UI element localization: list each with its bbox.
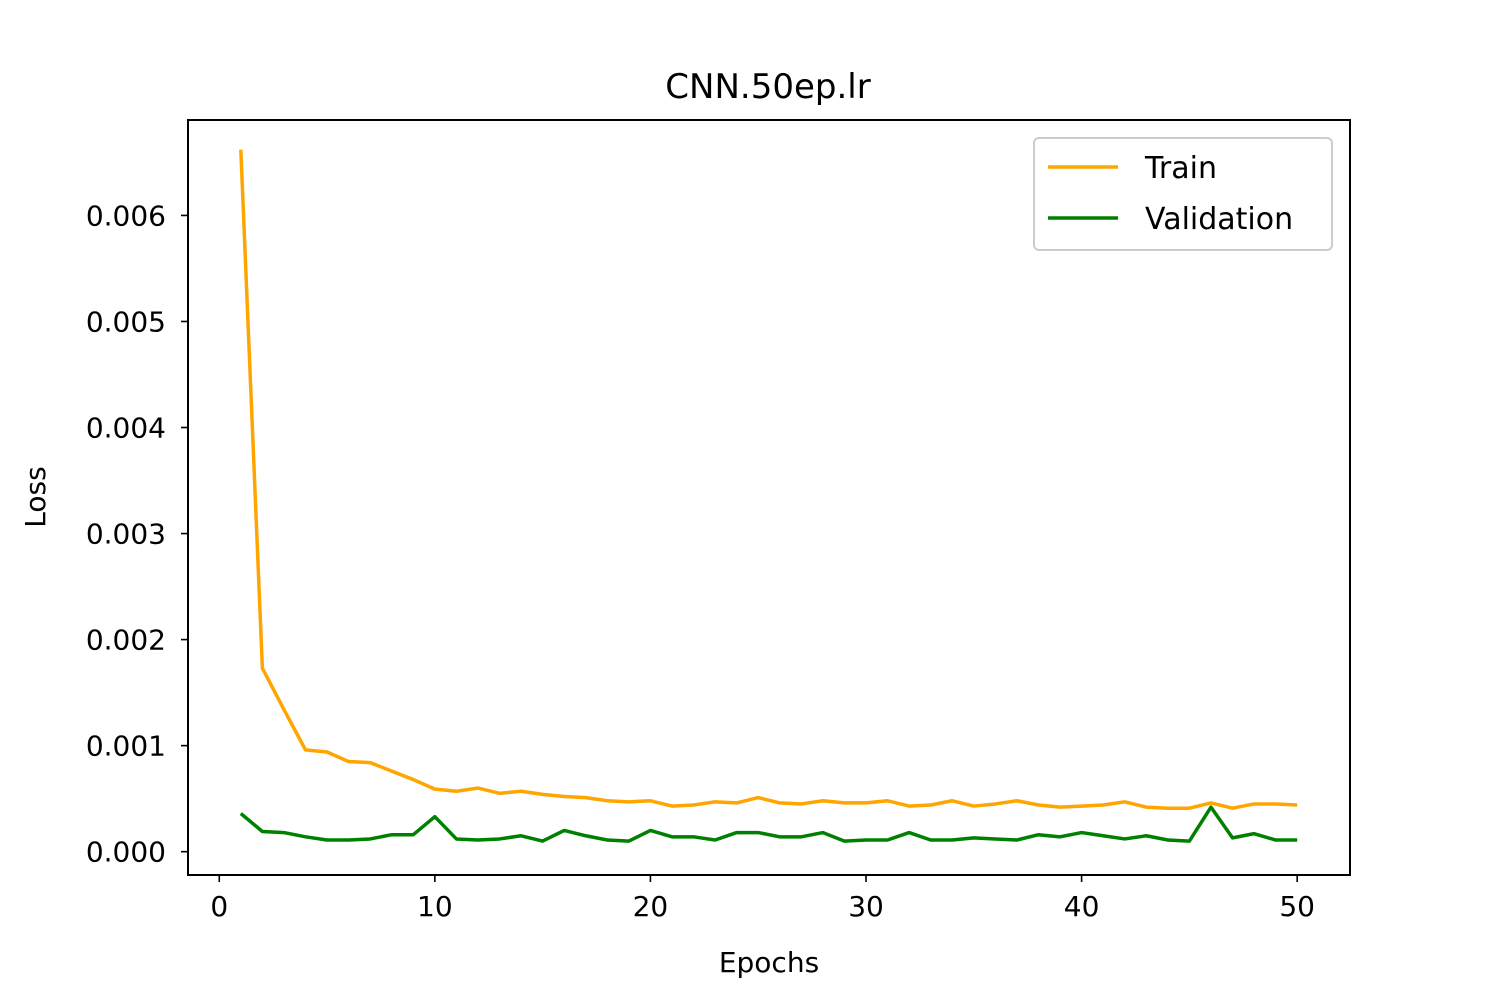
x-tick-label: 10 bbox=[417, 890, 453, 923]
y-axis-ticks: 0.000 0.001 0.002 0.003 0.004 0.005 0.006 bbox=[86, 199, 188, 869]
legend: Train Validation bbox=[1033, 137, 1333, 251]
y-tick-label: 0.006 bbox=[86, 199, 166, 232]
x-tick-label: 0 bbox=[210, 890, 228, 923]
y-tick-label: 0.000 bbox=[86, 836, 166, 869]
series-line-train bbox=[239, 149, 1298, 810]
x-tick-label: 50 bbox=[1279, 890, 1315, 923]
plot-frame bbox=[187, 119, 1351, 876]
series-layer bbox=[239, 149, 1298, 843]
x-tick-label: 40 bbox=[1064, 890, 1100, 923]
x-tick-label: 30 bbox=[848, 890, 884, 923]
y-tick-label: 0.004 bbox=[86, 412, 166, 445]
chart-title: CNN.50ep.lr bbox=[665, 67, 870, 107]
legend-validation-label: Validation bbox=[1145, 202, 1293, 237]
y-tick-label: 0.003 bbox=[86, 518, 166, 551]
y-tick-label: 0.001 bbox=[86, 730, 166, 763]
legend-train-label: Train bbox=[1144, 151, 1217, 186]
y-tick-label: 0.002 bbox=[86, 624, 166, 657]
x-tick-label: 20 bbox=[633, 890, 669, 923]
x-axis-label: Epochs bbox=[719, 946, 819, 979]
y-tick-label: 0.005 bbox=[86, 305, 166, 338]
x-axis-ticks: 0 10 20 30 40 50 bbox=[210, 875, 1315, 923]
series-line-validation bbox=[239, 805, 1298, 843]
y-axis-label: Loss bbox=[19, 466, 52, 527]
